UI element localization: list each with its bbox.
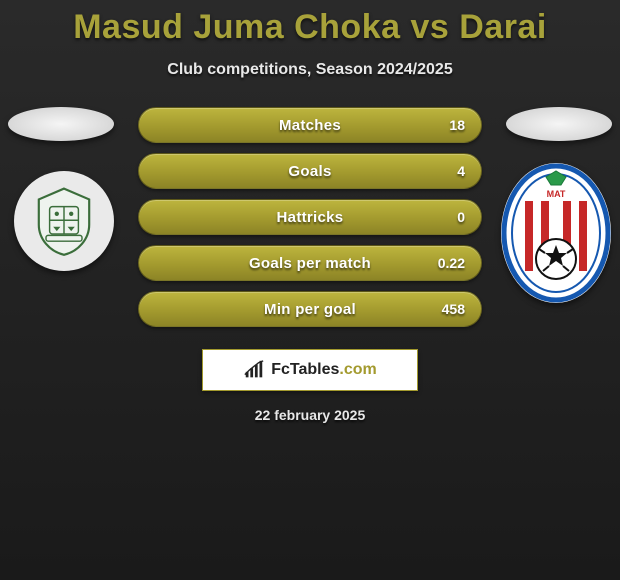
stat-value-right: 458 — [442, 301, 465, 317]
brand-suffix: .com — [339, 361, 376, 378]
brand-text: FcTables.com — [271, 361, 377, 379]
club-right-crest: MAT — [501, 163, 611, 303]
stat-bar-goals-per-match: Goals per match 0.22 — [138, 245, 482, 281]
stat-label: Hattricks — [277, 209, 344, 226]
stat-bar-matches: Matches 18 — [138, 107, 482, 143]
player-left-photo — [8, 107, 114, 141]
comparison-body: Matches 18 Goals 4 Hattricks 0 Goals per… — [0, 107, 620, 327]
shield-icon — [28, 185, 100, 257]
comparison-title: Masud Juma Choka vs Darai — [0, 0, 620, 47]
brand-name: FcTables — [271, 361, 339, 378]
club-left-crest — [14, 171, 114, 271]
stat-label: Goals — [288, 163, 331, 180]
club-badge-icon: MAT — [501, 163, 611, 303]
chart-bars-icon — [243, 359, 265, 381]
stat-value-right: 0.22 — [438, 255, 465, 271]
stat-bars: Matches 18 Goals 4 Hattricks 0 Goals per… — [138, 107, 482, 327]
stat-bar-goals: Goals 4 — [138, 153, 482, 189]
stat-value-right: 18 — [449, 117, 465, 133]
stat-label: Matches — [279, 117, 341, 134]
player-right-column: MAT — [496, 107, 616, 303]
stat-label: Goals per match — [249, 255, 371, 272]
stat-value-right: 4 — [457, 163, 465, 179]
player-right-photo — [506, 107, 612, 141]
stat-bar-hattricks: Hattricks 0 — [138, 199, 482, 235]
brand-watermark[interactable]: FcTables.com — [202, 349, 418, 391]
comparison-subtitle: Club competitions, Season 2024/2025 — [0, 61, 620, 79]
player-left-column — [4, 107, 124, 271]
stat-bar-min-per-goal: Min per goal 458 — [138, 291, 482, 327]
stat-value-right: 0 — [457, 209, 465, 225]
svg-text:MAT: MAT — [547, 189, 566, 199]
stat-label: Min per goal — [264, 301, 356, 318]
generation-date: 22 february 2025 — [0, 407, 620, 423]
